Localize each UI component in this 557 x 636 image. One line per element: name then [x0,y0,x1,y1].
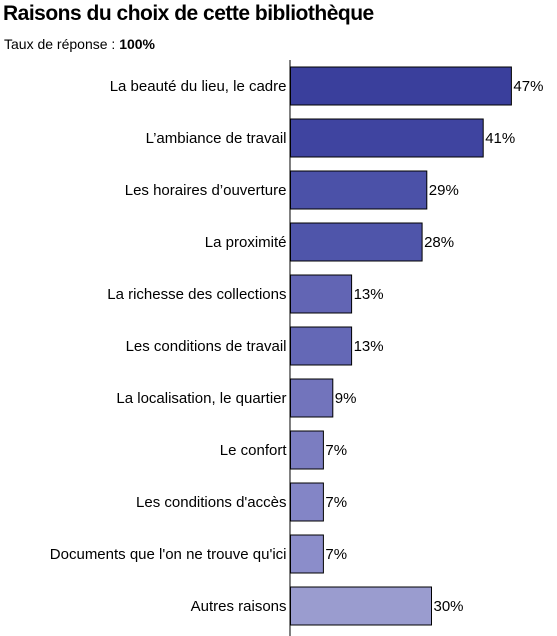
value-label: 9% [335,390,357,407]
value-label: 7% [325,494,347,511]
bar [290,222,423,262]
response-rate-value: 100% [119,36,155,52]
bar [290,378,334,418]
category-label: La localisation, le quartier [116,390,286,407]
category-label: L’ambiance de travail [146,130,287,147]
category-label: La beauté du lieu, le cadre [110,78,287,95]
category-label: La proximité [205,234,287,251]
category-label: Le confort [220,442,288,459]
chart-title: Raisons du choix de cette bibliothèque [3,2,374,25]
response-rate: Taux de réponse : 100% [4,36,155,52]
value-label: 7% [325,442,347,459]
bar [290,66,512,106]
bars-group: La beauté du lieu, le cadre 47% L’ambiance… [50,66,543,626]
category-label: Documents que l'on ne trouve qu'ici [50,546,287,563]
bar [290,170,428,210]
category-label: Les conditions d'accès [136,494,286,511]
bar [290,430,324,470]
category-label: Les horaires d’ouverture [125,182,287,199]
category-label: La richesse des collections [107,286,286,303]
value-label: 30% [434,598,464,615]
bar [290,482,324,522]
value-label: 7% [325,546,347,563]
bar [290,534,324,574]
response-rate-label: Taux de réponse : [4,36,120,52]
value-label: 13% [354,338,384,355]
category-label: Les conditions de travail [126,338,287,355]
bar [290,586,432,626]
value-label: 29% [429,182,459,199]
bar [290,274,353,314]
value-label: 13% [354,286,384,303]
category-label: Autres raisons [191,598,287,615]
bar [290,326,353,366]
value-label: 41% [485,130,515,147]
bar [290,118,484,158]
value-label: 47% [513,78,543,95]
value-label: 28% [424,234,454,251]
